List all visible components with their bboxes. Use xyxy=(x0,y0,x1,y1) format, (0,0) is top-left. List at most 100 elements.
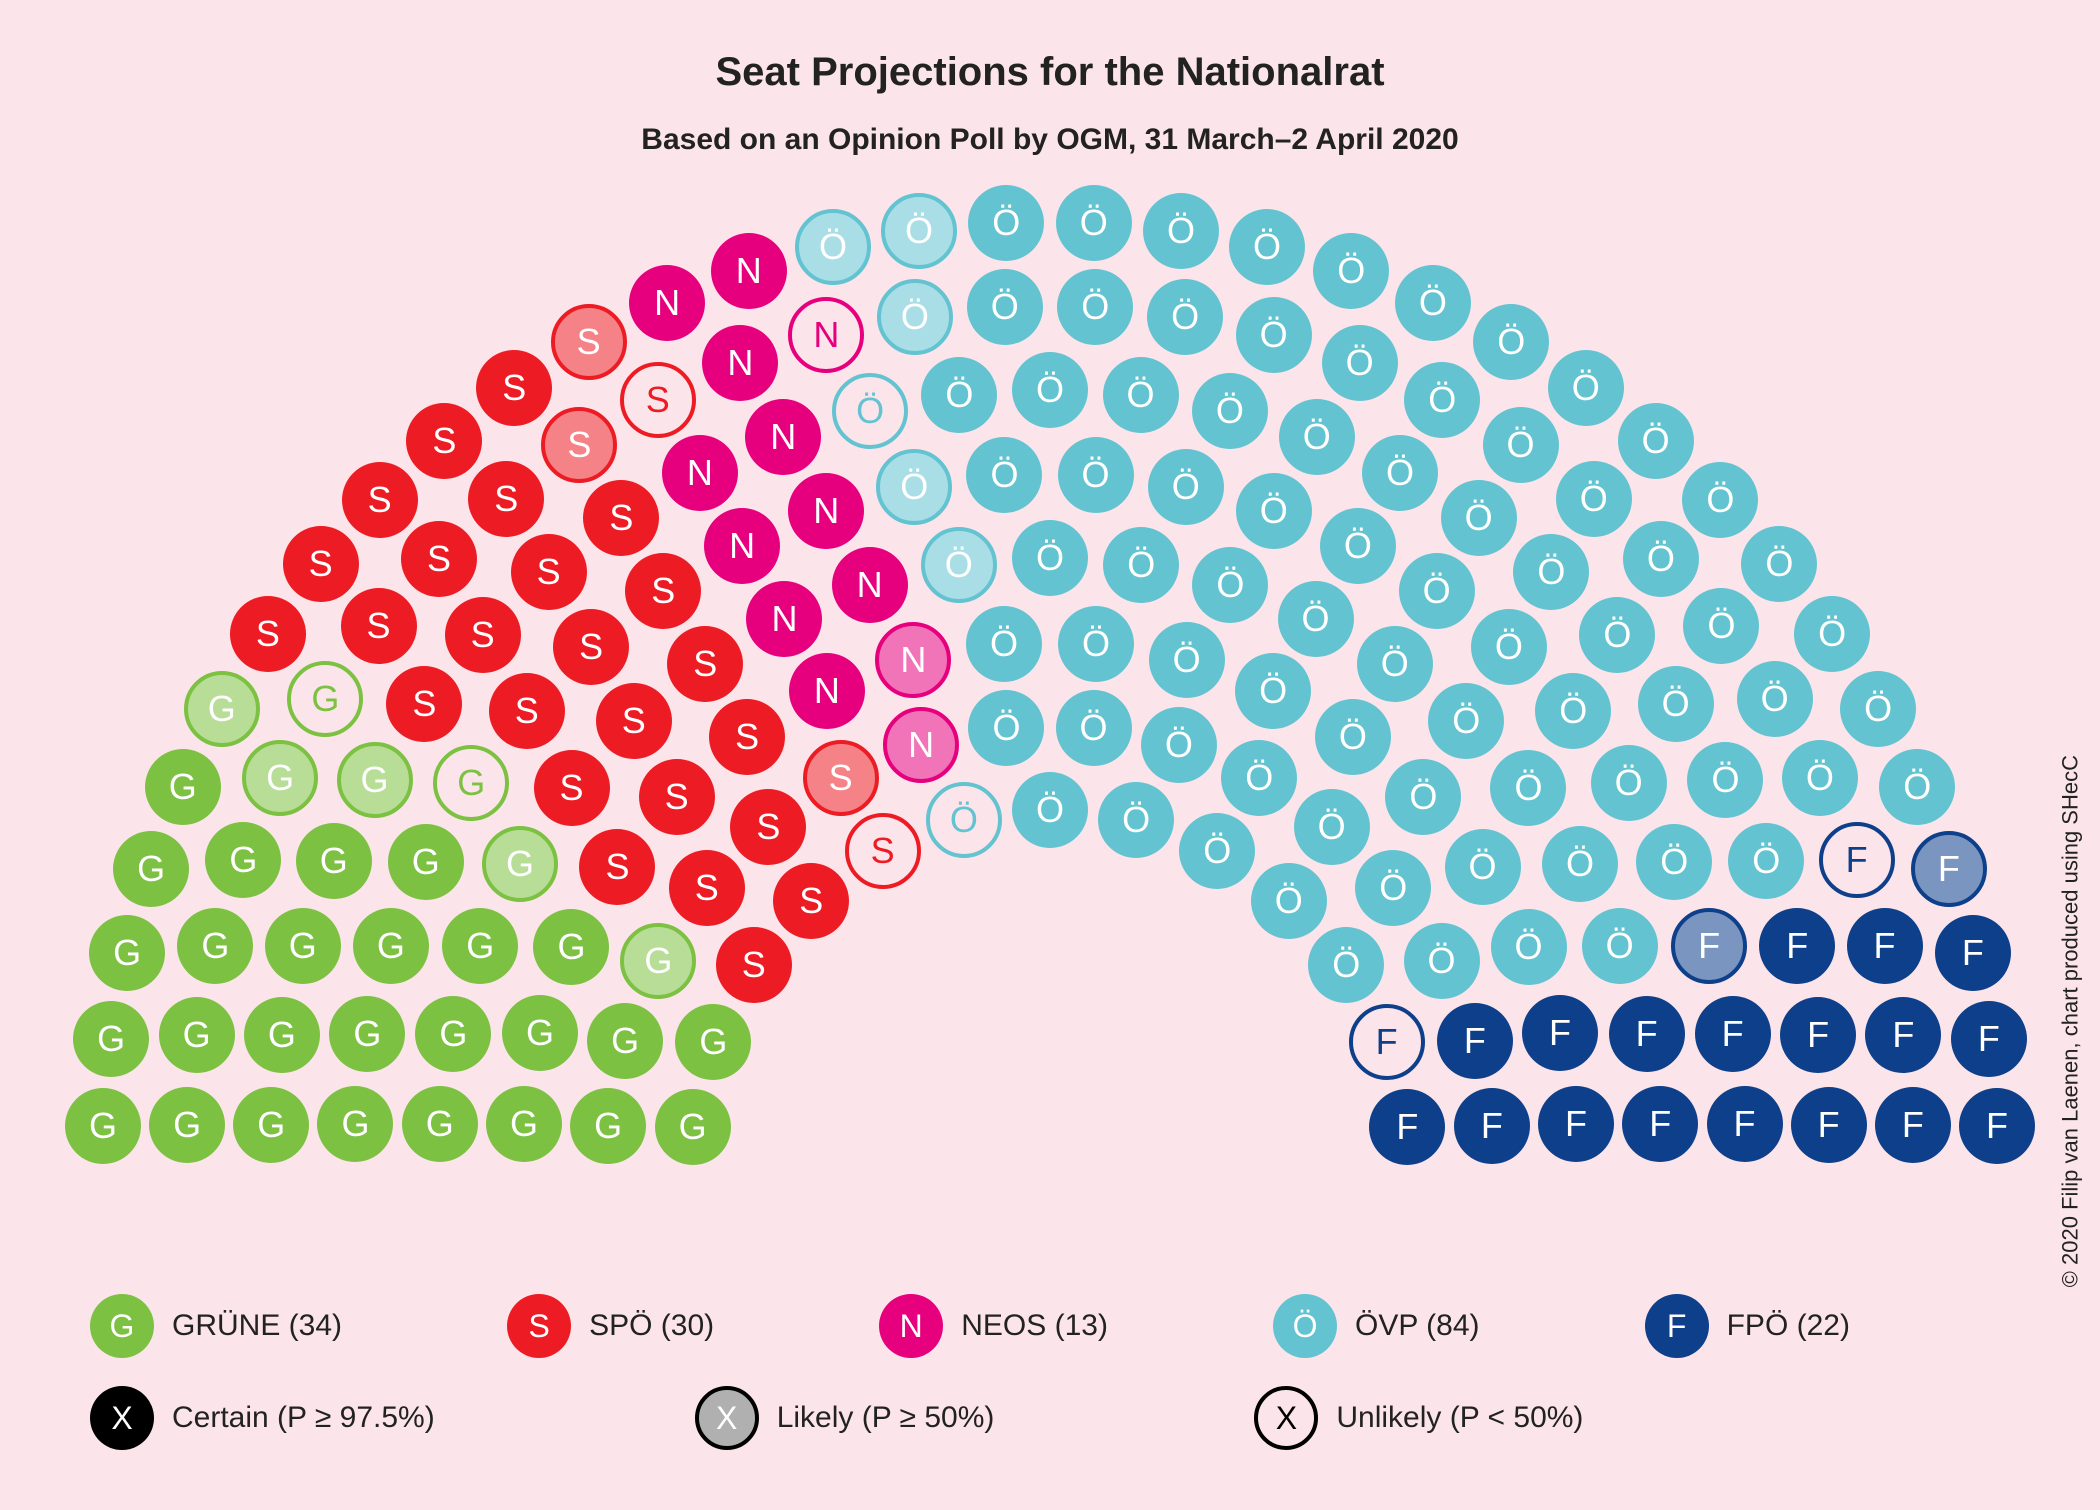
seat-fpo: F xyxy=(1847,908,1923,984)
seat-ovp: Ö xyxy=(1315,699,1391,775)
seat-spo: S xyxy=(468,461,544,537)
seat-ovp: Ö xyxy=(1687,742,1763,818)
seat-spo: S xyxy=(230,596,306,672)
seat-spo: S xyxy=(803,740,879,816)
legend-prob-likely: X Likely (P ≥ 50%) xyxy=(695,1386,995,1450)
seat-ovp: Ö xyxy=(1251,863,1327,939)
seat-ovp: Ö xyxy=(968,690,1044,766)
seat-spo: S xyxy=(709,699,785,775)
seat-spo: S xyxy=(579,829,655,905)
seat-ovp: Ö xyxy=(1395,265,1471,341)
seat-neos: N xyxy=(711,233,787,309)
seat-ovp: Ö xyxy=(1636,824,1712,900)
seat-ovp: Ö xyxy=(921,357,997,433)
seat-ovp: Ö xyxy=(1148,449,1224,525)
seat-ovp: Ö xyxy=(1840,671,1916,747)
seat-grune: G xyxy=(296,823,372,899)
seat-grune: G xyxy=(65,1088,141,1164)
seat-grune: G xyxy=(570,1088,646,1164)
seat-ovp: Ö xyxy=(1279,399,1355,475)
seat-grune: G xyxy=(482,826,558,902)
seat-ovp: Ö xyxy=(1322,325,1398,401)
legend-prob-swatch-likely: X xyxy=(695,1386,759,1450)
seat-ovp: Ö xyxy=(1399,553,1475,629)
seat-ovp: Ö xyxy=(1179,813,1255,889)
seat-neos: N xyxy=(745,399,821,475)
seat-fpo: F xyxy=(1951,1001,2027,1077)
seat-fpo: F xyxy=(1349,1004,1425,1080)
seat-ovp: Ö xyxy=(1278,581,1354,657)
seat-grune: G xyxy=(149,1087,225,1163)
seat-fpo: F xyxy=(1935,915,2011,991)
seat-spo: S xyxy=(541,407,617,483)
seat-ovp: Ö xyxy=(1428,683,1504,759)
seat-ovp: Ö xyxy=(1098,782,1174,858)
seat-ovp: Ö xyxy=(1058,437,1134,513)
seat-grune: G xyxy=(265,908,341,984)
seat-ovp: Ö xyxy=(1490,750,1566,826)
seat-fpo: F xyxy=(1875,1087,1951,1163)
seat-grune: G xyxy=(337,742,413,818)
seat-fpo: F xyxy=(1369,1089,1445,1165)
seat-ovp: Ö xyxy=(1012,520,1088,596)
seat-grune: G xyxy=(113,831,189,907)
legend-prob-label-likely: Likely (P ≥ 50%) xyxy=(777,1401,995,1435)
legend-label-ovp: ÖVP (84) xyxy=(1355,1309,1480,1343)
seat-ovp: Ö xyxy=(1513,534,1589,610)
seat-ovp: Ö xyxy=(1103,527,1179,603)
seat-ovp: Ö xyxy=(1192,373,1268,449)
seat-ovp: Ö xyxy=(1236,297,1312,373)
seat-ovp: Ö xyxy=(1058,606,1134,682)
seat-neos: N xyxy=(788,473,864,549)
seat-ovp: Ö xyxy=(1149,622,1225,698)
seat-fpo: F xyxy=(1959,1088,2035,1164)
seat-ovp: Ö xyxy=(966,606,1042,682)
seat-spo: S xyxy=(511,534,587,610)
seat-grune: G xyxy=(205,822,281,898)
seat-ovp: Ö xyxy=(1491,909,1567,985)
legend-party-grune: GGRÜNE (34) xyxy=(90,1294,342,1358)
seat-ovp: Ö xyxy=(1535,673,1611,749)
seat-ovp: Ö xyxy=(1235,653,1311,729)
seat-ovp: Ö xyxy=(966,437,1042,513)
seat-ovp: Ö xyxy=(1473,304,1549,380)
seat-spo: S xyxy=(667,626,743,702)
seat-spo: S xyxy=(845,813,921,889)
legend-prob-unlikely: XUnlikely (P < 50%) xyxy=(1254,1386,1583,1450)
seat-spo: S xyxy=(583,480,659,556)
seat-ovp: Ö xyxy=(1737,661,1813,737)
seat-grune: G xyxy=(73,1001,149,1077)
seat-ovp: Ö xyxy=(926,782,1002,858)
seat-ovp: Ö xyxy=(1141,707,1217,783)
seat-ovp: Ö xyxy=(921,527,997,603)
legend: GGRÜNE (34)SSPÖ (30)NNEOS (13)ÖÖVP (84)F… xyxy=(90,1266,2010,1450)
seat-grune: G xyxy=(533,909,609,985)
seat-neos: N xyxy=(746,581,822,657)
seat-grune: G xyxy=(89,915,165,991)
seat-ovp: Ö xyxy=(1728,823,1804,899)
seat-fpo: F xyxy=(1759,908,1835,984)
seat-spo: S xyxy=(283,526,359,602)
seat-spo: S xyxy=(341,588,417,664)
seat-ovp: Ö xyxy=(1057,269,1133,345)
seat-ovp: Ö xyxy=(1579,597,1655,673)
seat-grune: G xyxy=(233,1087,309,1163)
seat-ovp: Ö xyxy=(1103,357,1179,433)
seat-fpo: F xyxy=(1437,1003,1513,1079)
seat-fpo: F xyxy=(1791,1087,1867,1163)
seat-ovp: Ö xyxy=(1683,588,1759,664)
seat-spo: S xyxy=(534,750,610,826)
seat-ovp: Ö xyxy=(1542,826,1618,902)
seat-ovp: Ö xyxy=(1355,850,1431,926)
seat-ovp: Ö xyxy=(1483,407,1559,483)
seat-neos: N xyxy=(789,653,865,729)
seat-grune: G xyxy=(388,824,464,900)
seat-ovp: Ö xyxy=(1441,480,1517,556)
seat-fpo: F xyxy=(1819,822,1895,898)
seat-spo: S xyxy=(489,673,565,749)
legend-party-spo: SSPÖ (30) xyxy=(507,1294,714,1358)
seat-grune: G xyxy=(442,908,518,984)
seat-ovp: Ö xyxy=(1313,233,1389,309)
seat-grune: G xyxy=(145,749,221,825)
seat-ovp: Ö xyxy=(1445,829,1521,905)
